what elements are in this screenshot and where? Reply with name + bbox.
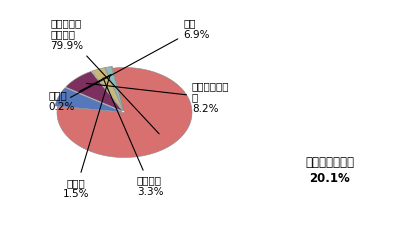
Text: 紙類
6.9%: 紙類 6.9% bbox=[70, 18, 210, 97]
Polygon shape bbox=[66, 72, 123, 111]
Text: 容器包装廃棄物
20.1%: 容器包装廃棄物 20.1% bbox=[306, 157, 354, 184]
Polygon shape bbox=[55, 88, 122, 112]
Polygon shape bbox=[92, 68, 124, 111]
Polygon shape bbox=[105, 67, 124, 111]
Text: その他
0.2%: その他 0.2% bbox=[48, 74, 111, 112]
Polygon shape bbox=[57, 68, 192, 158]
Text: プラスチック
類
8.2%: プラスチック 類 8.2% bbox=[86, 81, 230, 114]
Polygon shape bbox=[112, 66, 124, 111]
Text: 金属類
1.5%: 金属類 1.5% bbox=[63, 76, 110, 199]
Text: ガラス類
3.3%: ガラス類 3.3% bbox=[103, 78, 163, 197]
Text: 容器包装廃
棄物以外
79.9%: 容器包装廃 棄物以外 79.9% bbox=[50, 18, 159, 134]
